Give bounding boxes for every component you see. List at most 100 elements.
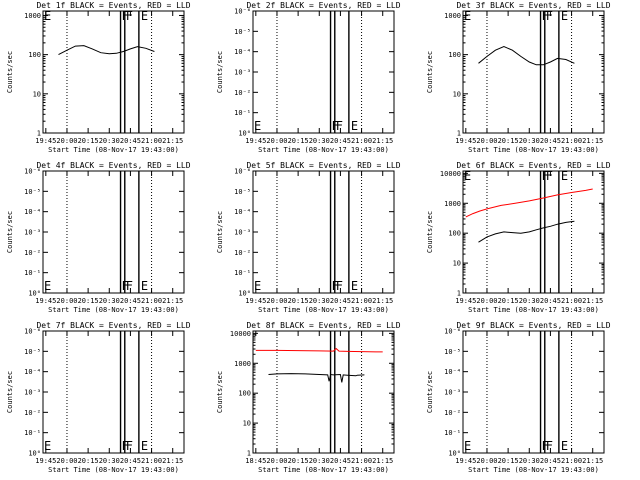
detector-panel-9: Det 9f BLACK = Events, RED = LLD 10⁰ 10⁻¹ 1… — [426, 321, 611, 474]
x-tick-label: 20:00 — [266, 137, 287, 145]
marker-f: F — [332, 279, 339, 293]
y-tick-label: 10000 — [440, 170, 461, 178]
x-tick-label: 21:00 — [561, 297, 582, 305]
y-tick-label: 1000 — [444, 12, 461, 20]
y-tick-label: 10⁻⁶ — [444, 328, 461, 336]
y-tick-label: 10⁻³ — [24, 229, 41, 237]
y-tick-label: 10⁻³ — [234, 69, 251, 77]
y-tick-label: 10⁻⁵ — [24, 348, 41, 356]
y-tick-label: 1 — [247, 450, 251, 458]
x-tick-label: 20:30 — [309, 137, 330, 145]
y-axis-label: Counts/sec — [216, 51, 224, 93]
y-tick-label: 10⁻¹ — [24, 429, 41, 437]
y-tick-label: 10⁻³ — [24, 389, 41, 397]
x-tick-label: 20:15 — [288, 297, 309, 305]
marker-f: F — [126, 279, 133, 293]
marker-f: F — [336, 119, 343, 133]
y-tick-label: 10⁰ — [238, 290, 251, 298]
x-tick-label: 20:15 — [498, 297, 519, 305]
panel-title: Det 2f BLACK = Events, RED = LLD — [246, 1, 400, 10]
x-tick-label: 19:45 — [35, 137, 56, 145]
marker-f: F — [542, 169, 549, 183]
x-tick-label: 19:45 — [455, 137, 476, 145]
marker-f: F — [126, 9, 133, 23]
x-axis-label: Start Time (08-Nov-17 19:43:00) — [258, 466, 389, 474]
y-tick-label: 10 — [453, 90, 461, 98]
y-tick-label: 100 — [238, 390, 251, 398]
y-tick-label: 1000 — [444, 200, 461, 208]
detector-panel-5: Det 5f BLACK = Events, RED = LLD 10⁰ 10⁻¹ 1… — [216, 161, 401, 314]
x-tick-label: 21:00 — [351, 457, 372, 465]
y-tick-label: 10 — [243, 420, 251, 428]
y-tick-label: 10⁻⁶ — [234, 8, 251, 16]
x-tick-label: 21:15 — [162, 137, 183, 145]
x-tick-label: 20:30 — [99, 137, 120, 145]
x-tick-label: 18:45 — [245, 457, 266, 465]
x-tick-label: 20:45 — [330, 457, 351, 465]
y-tick-label: 10⁻² — [234, 89, 251, 97]
x-tick-label: 20:30 — [99, 297, 120, 305]
marker-e: E — [561, 9, 568, 23]
y-tick-label: 10⁻⁴ — [24, 208, 41, 216]
x-tick-label: 21:15 — [372, 457, 393, 465]
x-tick-label: 20:15 — [288, 137, 309, 145]
y-axis-label: Counts/sec — [426, 51, 434, 93]
detector-panel-6: Det 6f BLACK = Events, RED = LLD 1 10 100 10… — [426, 161, 611, 314]
x-axis-label: Start Time (08-Nov-17 19:43:00) — [468, 146, 599, 154]
x-tick-label: 20:30 — [519, 457, 540, 465]
plot-frame — [252, 330, 395, 454]
plot-frame — [252, 170, 395, 294]
x-tick-label: 19:45 — [35, 457, 56, 465]
plot-frame — [462, 10, 605, 134]
x-tick-label: 20:30 — [519, 297, 540, 305]
series-line-black-events — [478, 220, 575, 243]
marker-f: F — [122, 439, 129, 453]
plot-frame — [462, 170, 605, 294]
panel-title: Det 6f BLACK = Events, RED = LLD — [456, 161, 610, 170]
marker-f: F — [332, 119, 339, 133]
panel-title: Det 3f BLACK = Events, RED = LLD — [456, 1, 610, 10]
panel-title: Det 5f BLACK = Events, RED = LLD — [246, 161, 400, 170]
marker-e: E — [254, 119, 261, 133]
plot-frame — [42, 330, 185, 454]
marker-e: E — [141, 279, 148, 293]
x-tick-label: 20:15 — [288, 457, 309, 465]
x-tick-label: 21:15 — [372, 297, 393, 305]
x-tick-label: 20:00 — [56, 297, 77, 305]
x-tick-label: 21:15 — [162, 297, 183, 305]
plot-frame — [42, 170, 185, 294]
marker-e: E — [464, 169, 471, 183]
y-tick-label: 10000 — [230, 330, 251, 338]
marker-f: F — [336, 279, 343, 293]
x-tick-label: 21:00 — [141, 137, 162, 145]
y-tick-label: 10⁻⁴ — [24, 368, 41, 376]
x-tick-label: 20:30 — [99, 457, 120, 465]
x-axis-label: Start Time (08-Nov-17 19:43:00) — [48, 466, 179, 474]
x-tick-label: 19:45 — [35, 297, 56, 305]
x-tick-label: 20:45 — [120, 297, 141, 305]
x-tick-label: 20:00 — [476, 137, 497, 145]
marker-e: E — [44, 279, 51, 293]
x-tick-label: 21:00 — [351, 137, 372, 145]
marker-e: E — [464, 439, 471, 453]
y-tick-label: 10⁻³ — [444, 389, 461, 397]
marker-f: F — [122, 279, 129, 293]
marker-f: F — [542, 9, 549, 23]
detector-panel-3: Det 3f BLACK = Events, RED = LLD 1 10 100 10… — [426, 1, 611, 154]
x-tick-label: 20:45 — [120, 137, 141, 145]
y-tick-label: 10⁻¹ — [234, 109, 251, 117]
y-tick-label: 1 — [457, 130, 461, 138]
marker-e: E — [141, 9, 148, 23]
y-tick-label: 10⁻⁴ — [444, 368, 461, 376]
x-tick-label: 20:00 — [56, 137, 77, 145]
y-tick-label: 10⁻¹ — [24, 269, 41, 277]
detector-panel-1: Det 1f BLACK = Events, RED = LLD 1 10 100 10… — [6, 1, 191, 154]
y-tick-label: 10⁻⁴ — [234, 208, 251, 216]
y-tick-label: 1000 — [24, 12, 41, 20]
y-tick-label: 10⁻⁵ — [444, 348, 461, 356]
y-tick-label: 10⁻¹ — [234, 269, 251, 277]
x-tick-label: 21:00 — [561, 457, 582, 465]
marker-e: E — [351, 119, 358, 133]
x-tick-label: 20:15 — [78, 297, 99, 305]
